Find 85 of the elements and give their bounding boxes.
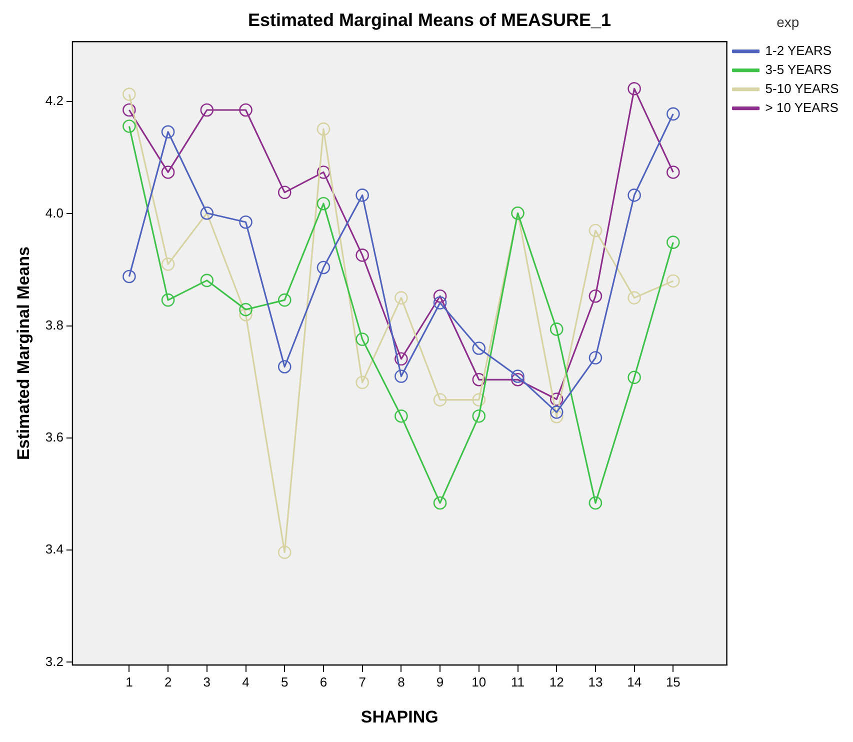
point <box>433 289 447 303</box>
point <box>316 260 330 274</box>
point <box>394 409 408 423</box>
point <box>239 103 252 117</box>
point <box>588 351 602 364</box>
point <box>550 406 564 419</box>
point <box>356 248 369 262</box>
x-tick-label: 4 <box>242 674 250 690</box>
x-tick-label: 13 <box>588 674 603 690</box>
x-tick-label: 12 <box>549 674 564 690</box>
point <box>588 496 602 510</box>
point <box>239 302 252 316</box>
point <box>200 274 214 288</box>
legend-label: 1-2 YEARS <box>765 42 832 58</box>
point <box>394 352 408 366</box>
point <box>278 293 292 307</box>
point <box>588 224 602 238</box>
point <box>239 215 252 229</box>
point <box>511 370 524 383</box>
legend-label: > 10 YEARS <box>765 100 839 115</box>
point <box>394 291 408 304</box>
point <box>356 376 369 390</box>
x-tick-label: 6 <box>320 674 328 690</box>
point <box>433 393 447 406</box>
point <box>472 373 486 386</box>
y-tick-label: 3.2 <box>45 654 64 669</box>
point <box>472 409 486 423</box>
point <box>550 410 564 424</box>
point <box>278 546 292 559</box>
point <box>278 360 292 374</box>
point <box>628 370 641 384</box>
point <box>161 166 175 179</box>
x-tick-label: 2 <box>164 674 172 690</box>
point <box>278 186 292 200</box>
point <box>666 107 680 121</box>
x-tick-label: 1 <box>126 674 133 690</box>
point <box>472 393 486 406</box>
x-tick-label: 3 <box>203 674 211 690</box>
x-tick-label: 5 <box>281 674 288 690</box>
x-tick-label: 8 <box>398 674 405 690</box>
point <box>666 274 680 288</box>
point <box>161 258 175 271</box>
point <box>550 392 564 406</box>
x-tick-label: 15 <box>666 674 680 690</box>
point <box>628 188 641 202</box>
point <box>472 342 486 355</box>
point <box>433 296 447 310</box>
x-tick-label: 11 <box>511 674 525 690</box>
point <box>122 270 136 284</box>
point <box>666 166 680 179</box>
point <box>161 293 175 307</box>
x-tick-label: 7 <box>358 674 366 690</box>
point <box>200 103 214 117</box>
point <box>628 82 641 96</box>
x-axis-title: SHAPING <box>360 707 438 726</box>
point <box>588 289 602 303</box>
point <box>316 166 330 179</box>
y-axis-title: Estimated Marginal Means <box>14 246 33 460</box>
point <box>239 308 252 322</box>
legend-label: 5-10 YEARS <box>765 80 840 96</box>
point <box>550 322 564 336</box>
point <box>433 496 447 510</box>
y-tick-label: 3.4 <box>45 542 64 557</box>
point <box>628 291 641 304</box>
point <box>666 236 680 249</box>
chart-title: Estimated Marginal Means of MEASURE_1 <box>248 10 612 30</box>
point <box>122 103 136 117</box>
x-tick-label: 10 <box>472 674 486 690</box>
point <box>356 188 369 202</box>
x-tick-label: 9 <box>436 674 444 690</box>
x-tick-label: 14 <box>627 674 642 690</box>
legend-title: exp <box>776 14 800 30</box>
point <box>511 373 524 386</box>
y-tick-label: 4.0 <box>45 205 64 220</box>
y-tick-label: 4.2 <box>45 93 64 108</box>
point <box>316 122 330 136</box>
point <box>316 196 330 210</box>
legend-label: 3-5 YEARS <box>765 62 832 77</box>
point <box>122 120 136 133</box>
y-tick-label: 3.6 <box>45 430 64 445</box>
point <box>161 125 175 139</box>
point <box>356 332 369 346</box>
point <box>394 370 408 383</box>
point <box>122 88 136 101</box>
y-tick-label: 3.8 <box>45 317 64 332</box>
